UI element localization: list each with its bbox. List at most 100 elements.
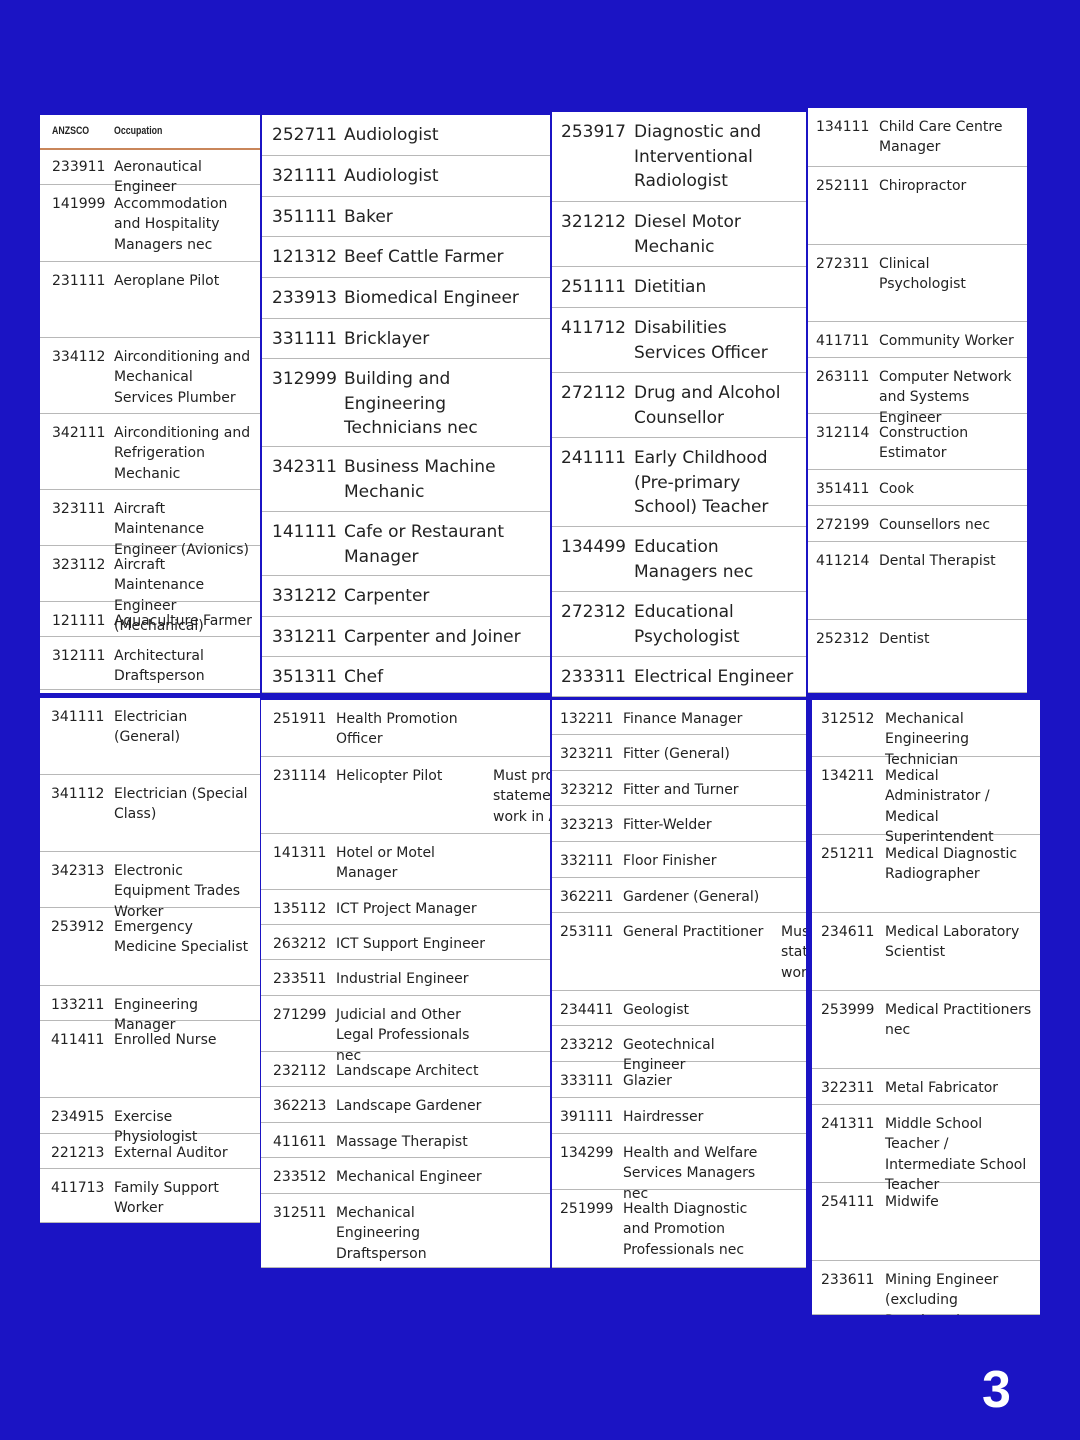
occupation: Landscape Architect — [336, 1063, 479, 1079]
anzsco-code: 141311 — [273, 845, 327, 861]
anzsco-code: 411411 — [51, 1032, 105, 1048]
anzsco-code: 233212 — [560, 1037, 614, 1053]
table-row: 411713 Family Support Worker — [40, 1169, 260, 1223]
table-row: 141999 Accommodation and Hospitality Mana… — [40, 185, 260, 262]
table-row: 341111 Electrician (General) — [40, 698, 260, 775]
occupation: Hairdresser — [623, 1109, 704, 1125]
occupation: Fitter (General) — [623, 746, 730, 762]
anzsco-code: 241111 — [561, 448, 626, 468]
page-number: 3 — [982, 1361, 1011, 1419]
table-row: 312111 Architectural Draftsperson — [40, 637, 260, 690]
anzsco-code: 312999 — [272, 369, 337, 389]
anzsco-code: 134111 — [816, 119, 870, 135]
table-row: 351311 Chef — [262, 657, 550, 693]
anzsco-code: 351111 — [272, 207, 337, 227]
table-panel: 312512 Mechanical Engineering Technician 1… — [812, 700, 1040, 1315]
table-row: 263212 ICT Support Engineer — [261, 925, 550, 960]
table-row: 362213 Landscape Gardener — [261, 1087, 550, 1123]
anzsco-code: 252312 — [816, 631, 870, 647]
table-panel: 132211 Finance Manager 323211 Fitter (Gener… — [552, 700, 806, 1268]
table-row: 342313 Electronic Equipment Trades Worker — [40, 852, 260, 920]
anzsco-code: 233311 — [561, 667, 626, 687]
table-row: 351411 Cook — [808, 470, 1027, 506]
table-row: 321111 Audiologist — [262, 156, 550, 197]
anzsco-code: 134499 — [561, 537, 626, 557]
anzsco-code: 272112 — [561, 383, 626, 403]
table-row: 121111 Aquaculture Farmer — [40, 602, 260, 637]
occupation: Construction Estimator — [879, 425, 969, 462]
table-row: 411611 Massage Therapist — [261, 1123, 550, 1158]
anzsco-code: 253912 — [51, 919, 105, 935]
table-row: 253111 General Practitioner Mus stat wor — [552, 913, 806, 991]
anzsco-code: 135112 — [273, 901, 327, 917]
occupation: Biomedical Engineer — [344, 288, 519, 308]
occupation: Medical Practitioners nec — [885, 1002, 1032, 1039]
table-row: 253999 Medical Practitioners nec — [812, 991, 1040, 1069]
occupation: Chef — [344, 667, 384, 687]
note-text: Mus stat wor — [781, 924, 806, 981]
occupation: Engineering Manager — [114, 997, 198, 1034]
anzsco-code: 323213 — [560, 817, 614, 833]
anzsco-code: 411712 — [561, 318, 626, 338]
occupation: Fitter and Turner — [623, 782, 739, 798]
anzsco-code: 241311 — [821, 1116, 875, 1132]
occupation: General Practitioner — [623, 924, 764, 940]
occupation: Electrician (Special Class) — [114, 786, 248, 823]
table-row: 233911 Aeronautical Engineer — [40, 148, 260, 195]
table-row: 312114 Construction Estimator — [808, 414, 1027, 470]
occupation: Carpenter and Joiner — [344, 627, 521, 647]
occupation: Cook — [879, 481, 915, 497]
table-row: 411214 Dental Therapist — [808, 542, 1027, 620]
anzsco-code: 351411 — [816, 481, 870, 497]
anzsco-code: 252711 — [272, 125, 337, 145]
table-row: 323112 Aircraft Maintenance Engineer (Mec… — [40, 546, 260, 634]
occupation: Medical Administrator / Medical Superint… — [885, 768, 994, 845]
anzsco-code: 234611 — [821, 924, 875, 940]
anzsco-code: 251111 — [561, 277, 626, 297]
table-row: 234611 Medical Laboratory Scientist — [812, 913, 1040, 991]
occupation: Industrial Engineer — [336, 971, 469, 987]
occupation: External Auditor — [114, 1145, 228, 1161]
table-row: 134211 Medical Administrator / Medical Su… — [812, 757, 1040, 845]
occupation: Finance Manager — [623, 711, 743, 727]
anzsco-code: 321111 — [272, 166, 337, 186]
occupation: ICT Project Manager — [336, 901, 477, 917]
table-row: 233512 Mechanical Engineer — [261, 1158, 550, 1194]
occupation: Helicopter Pilot — [336, 768, 443, 784]
table-header: ANZSCO Occupation — [40, 115, 260, 150]
table-row: 253912 Emergency Medicine Specialist — [40, 908, 260, 986]
table-row: 342111 Airconditioning and Refrigeration … — [40, 414, 260, 490]
table-row: 251911 Health Promotion Officer — [261, 700, 550, 757]
anzsco-code: 231111 — [52, 273, 106, 289]
occupation: Chiropractor — [879, 178, 967, 194]
anzsco-code: 333111 — [560, 1073, 614, 1089]
anzsco-code: 322311 — [821, 1080, 875, 1096]
table-row: 321212 Diesel Motor Mechanic — [552, 202, 806, 267]
occupation: Health Diagnostic and Promotion Professi… — [623, 1201, 748, 1258]
table-panel: 252711 Audiologist 321111 Audiologist 351111… — [262, 115, 550, 693]
table-row: 272312 Educational Psychologist — [552, 592, 806, 657]
anzsco-code: 272312 — [561, 602, 626, 622]
occupation: Building and Engineering Technicians nec — [344, 369, 478, 439]
anzsco-code: 323112 — [52, 557, 106, 573]
table-row: 331211 Carpenter and Joiner — [262, 617, 550, 657]
anzsco-code: 233611 — [821, 1272, 875, 1288]
table-row: 141311 Hotel or Motel Manager — [261, 834, 550, 890]
occupation: Airconditioning and Mechanical Services … — [114, 349, 251, 406]
anzsco-code: 312512 — [821, 711, 875, 727]
anzsco-code: 411214 — [816, 553, 870, 569]
occupation: Geologist — [623, 1002, 690, 1018]
occupation: Midwife — [885, 1194, 939, 1210]
anzsco-code: 132211 — [560, 711, 614, 727]
table-panel: 134111 Child Care Centre Manager 252111 Chi… — [808, 108, 1027, 693]
table-row: 332111 Floor Finisher — [552, 842, 806, 878]
occupation: Medical Laboratory Scientist — [885, 924, 1020, 961]
anzsco-code: 391111 — [560, 1109, 614, 1125]
note-text: Must pro statemen work in A — [493, 768, 550, 825]
table-row: 253917 Diagnostic and Interventional Radi… — [552, 112, 806, 202]
table-row: 233511 Industrial Engineer — [261, 960, 550, 996]
anzsco-code: 323211 — [560, 746, 614, 762]
occupation: Business Machine Mechanic — [344, 457, 496, 502]
occupation: Dentist — [879, 631, 930, 647]
